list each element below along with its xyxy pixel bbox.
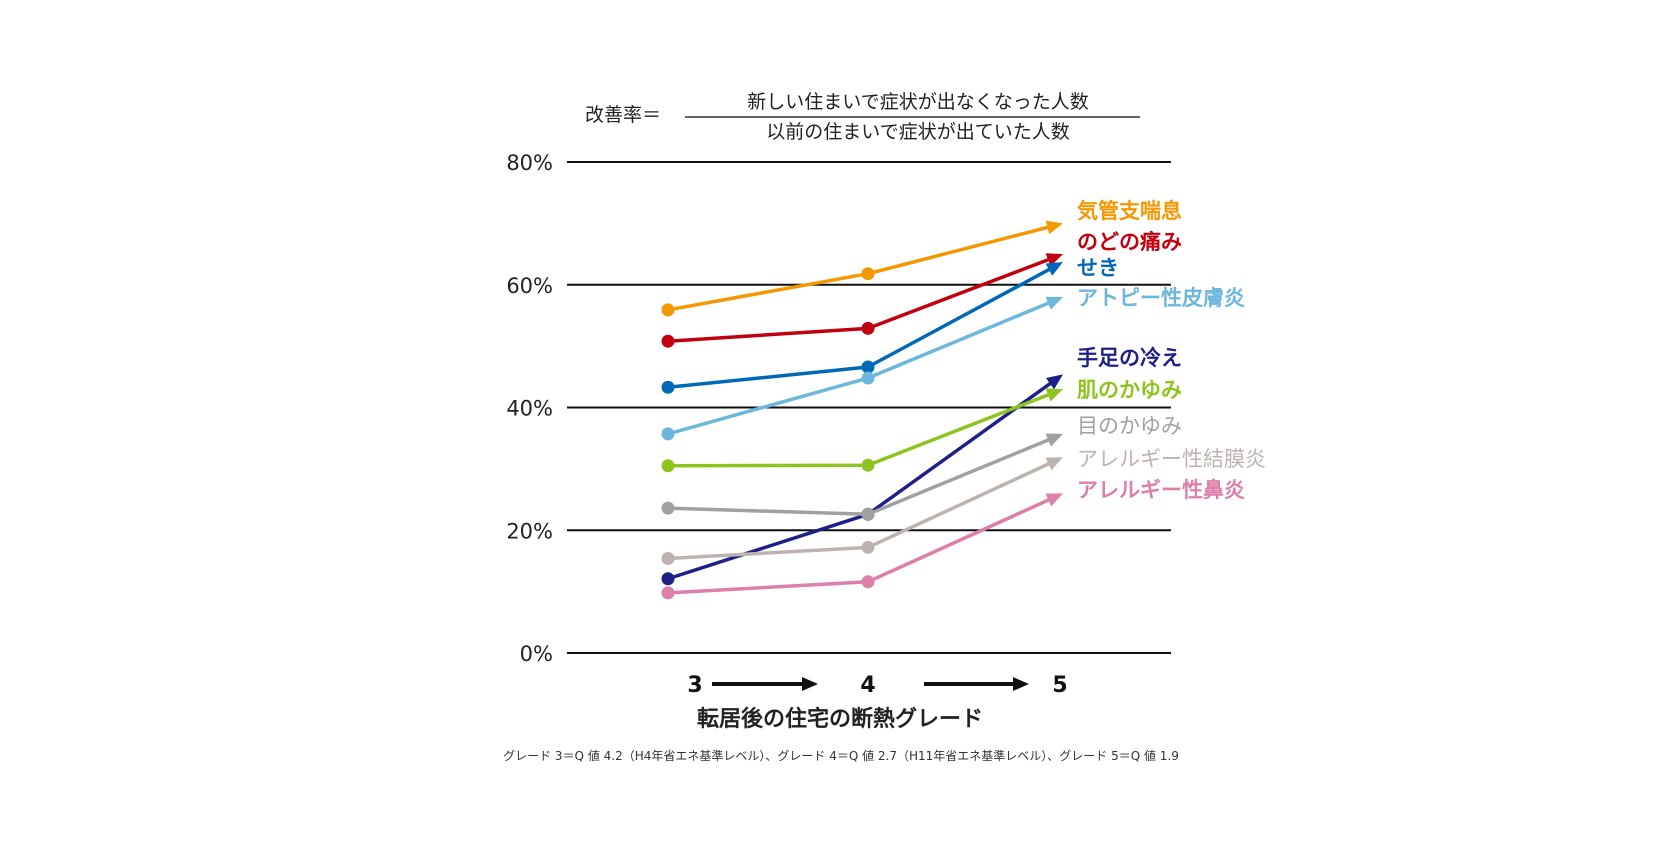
data-point xyxy=(661,501,675,515)
data-point xyxy=(661,380,675,394)
series-6 xyxy=(661,433,1063,521)
series-label: 肌のかゆみ xyxy=(1077,378,1182,402)
footnote: グレード 3＝Q 値 4.2（H4年省エネ基準レベル）、グレード 4＝Q 値 2… xyxy=(503,748,1179,763)
y-tick-label: 20% xyxy=(506,519,553,543)
arrowhead-marker xyxy=(1045,296,1063,310)
data-point xyxy=(661,334,675,348)
formula-numerator: 新しい住まいで症状が出なくなった人数 xyxy=(747,91,1088,113)
series-0 xyxy=(661,220,1063,317)
formula-denominator: 以前の住まいで症状が出ていた人数 xyxy=(766,121,1069,143)
data-point xyxy=(861,575,875,589)
arrowhead-icon xyxy=(802,677,818,691)
series-label: 手足の冷え xyxy=(1077,346,1182,370)
x-tick-label: 4 xyxy=(860,673,875,698)
arrowhead-marker xyxy=(1045,388,1063,402)
data-point xyxy=(861,321,875,335)
series-label: アレルギー性鼻炎 xyxy=(1077,478,1245,502)
y-tick-label: 0% xyxy=(520,642,553,666)
arrowhead-marker xyxy=(1045,220,1063,235)
series-4 xyxy=(661,374,1063,586)
series-label: アレルギー性結膜炎 xyxy=(1077,447,1266,471)
series-line xyxy=(667,436,1053,517)
y-tick-labels: 0% 20% 40% 60% 80% xyxy=(506,151,553,666)
series-8 xyxy=(661,493,1063,600)
series-label: アトピー性皮膚炎 xyxy=(1077,286,1245,310)
arrowhead-marker xyxy=(1045,253,1063,267)
arrowhead-marker xyxy=(1045,374,1063,390)
data-point xyxy=(861,540,875,554)
formula: 改善率＝ 新しい住まいで症状が出なくなった人数 以前の住まいで症状が出ていた人数 xyxy=(585,91,1140,143)
series-3 xyxy=(661,296,1063,441)
series-label: のどの痛み xyxy=(1077,230,1182,254)
arrowhead-marker xyxy=(1045,262,1063,276)
data-point xyxy=(661,551,675,565)
series-1 xyxy=(661,253,1063,348)
x-tick-label: 5 xyxy=(1052,673,1067,698)
series-label: せき xyxy=(1077,256,1119,280)
data-point xyxy=(861,458,875,472)
arrowhead-icon xyxy=(1013,677,1029,691)
gridlines xyxy=(567,161,1171,654)
y-tick-label: 40% xyxy=(506,397,553,421)
series-2 xyxy=(661,262,1063,394)
y-tick-label: 80% xyxy=(506,151,553,175)
series-lines xyxy=(661,220,1063,600)
data-point xyxy=(861,360,875,374)
arrowhead-marker xyxy=(1045,457,1063,471)
data-point xyxy=(661,572,675,586)
x-axis-title: 転居後の住宅の断熱グレード xyxy=(697,706,983,732)
formula-lhs: 改善率＝ xyxy=(585,104,661,126)
series-labels: 気管支喘息のどの痛みせきアトピー性皮膚炎手足の冷え肌のかゆみ目のかゆみアレルギー… xyxy=(1077,199,1266,502)
data-point xyxy=(861,371,875,385)
series-label: 気管支喘息 xyxy=(1077,199,1182,223)
data-point xyxy=(661,427,675,441)
series-7 xyxy=(661,457,1063,565)
data-point xyxy=(661,459,675,473)
x-tick-label: 3 xyxy=(687,673,702,698)
data-point xyxy=(661,303,675,317)
series-5 xyxy=(661,388,1063,473)
y-tick-label: 60% xyxy=(506,274,553,298)
data-point xyxy=(861,507,875,521)
series-label: 目のかゆみ xyxy=(1077,414,1182,438)
data-point xyxy=(861,267,875,281)
arrowhead-marker xyxy=(1045,433,1063,447)
arrowhead-marker xyxy=(1045,493,1063,507)
series-line xyxy=(667,391,1053,468)
data-point xyxy=(661,586,675,600)
x-axis: 3 4 5 xyxy=(687,673,1067,698)
